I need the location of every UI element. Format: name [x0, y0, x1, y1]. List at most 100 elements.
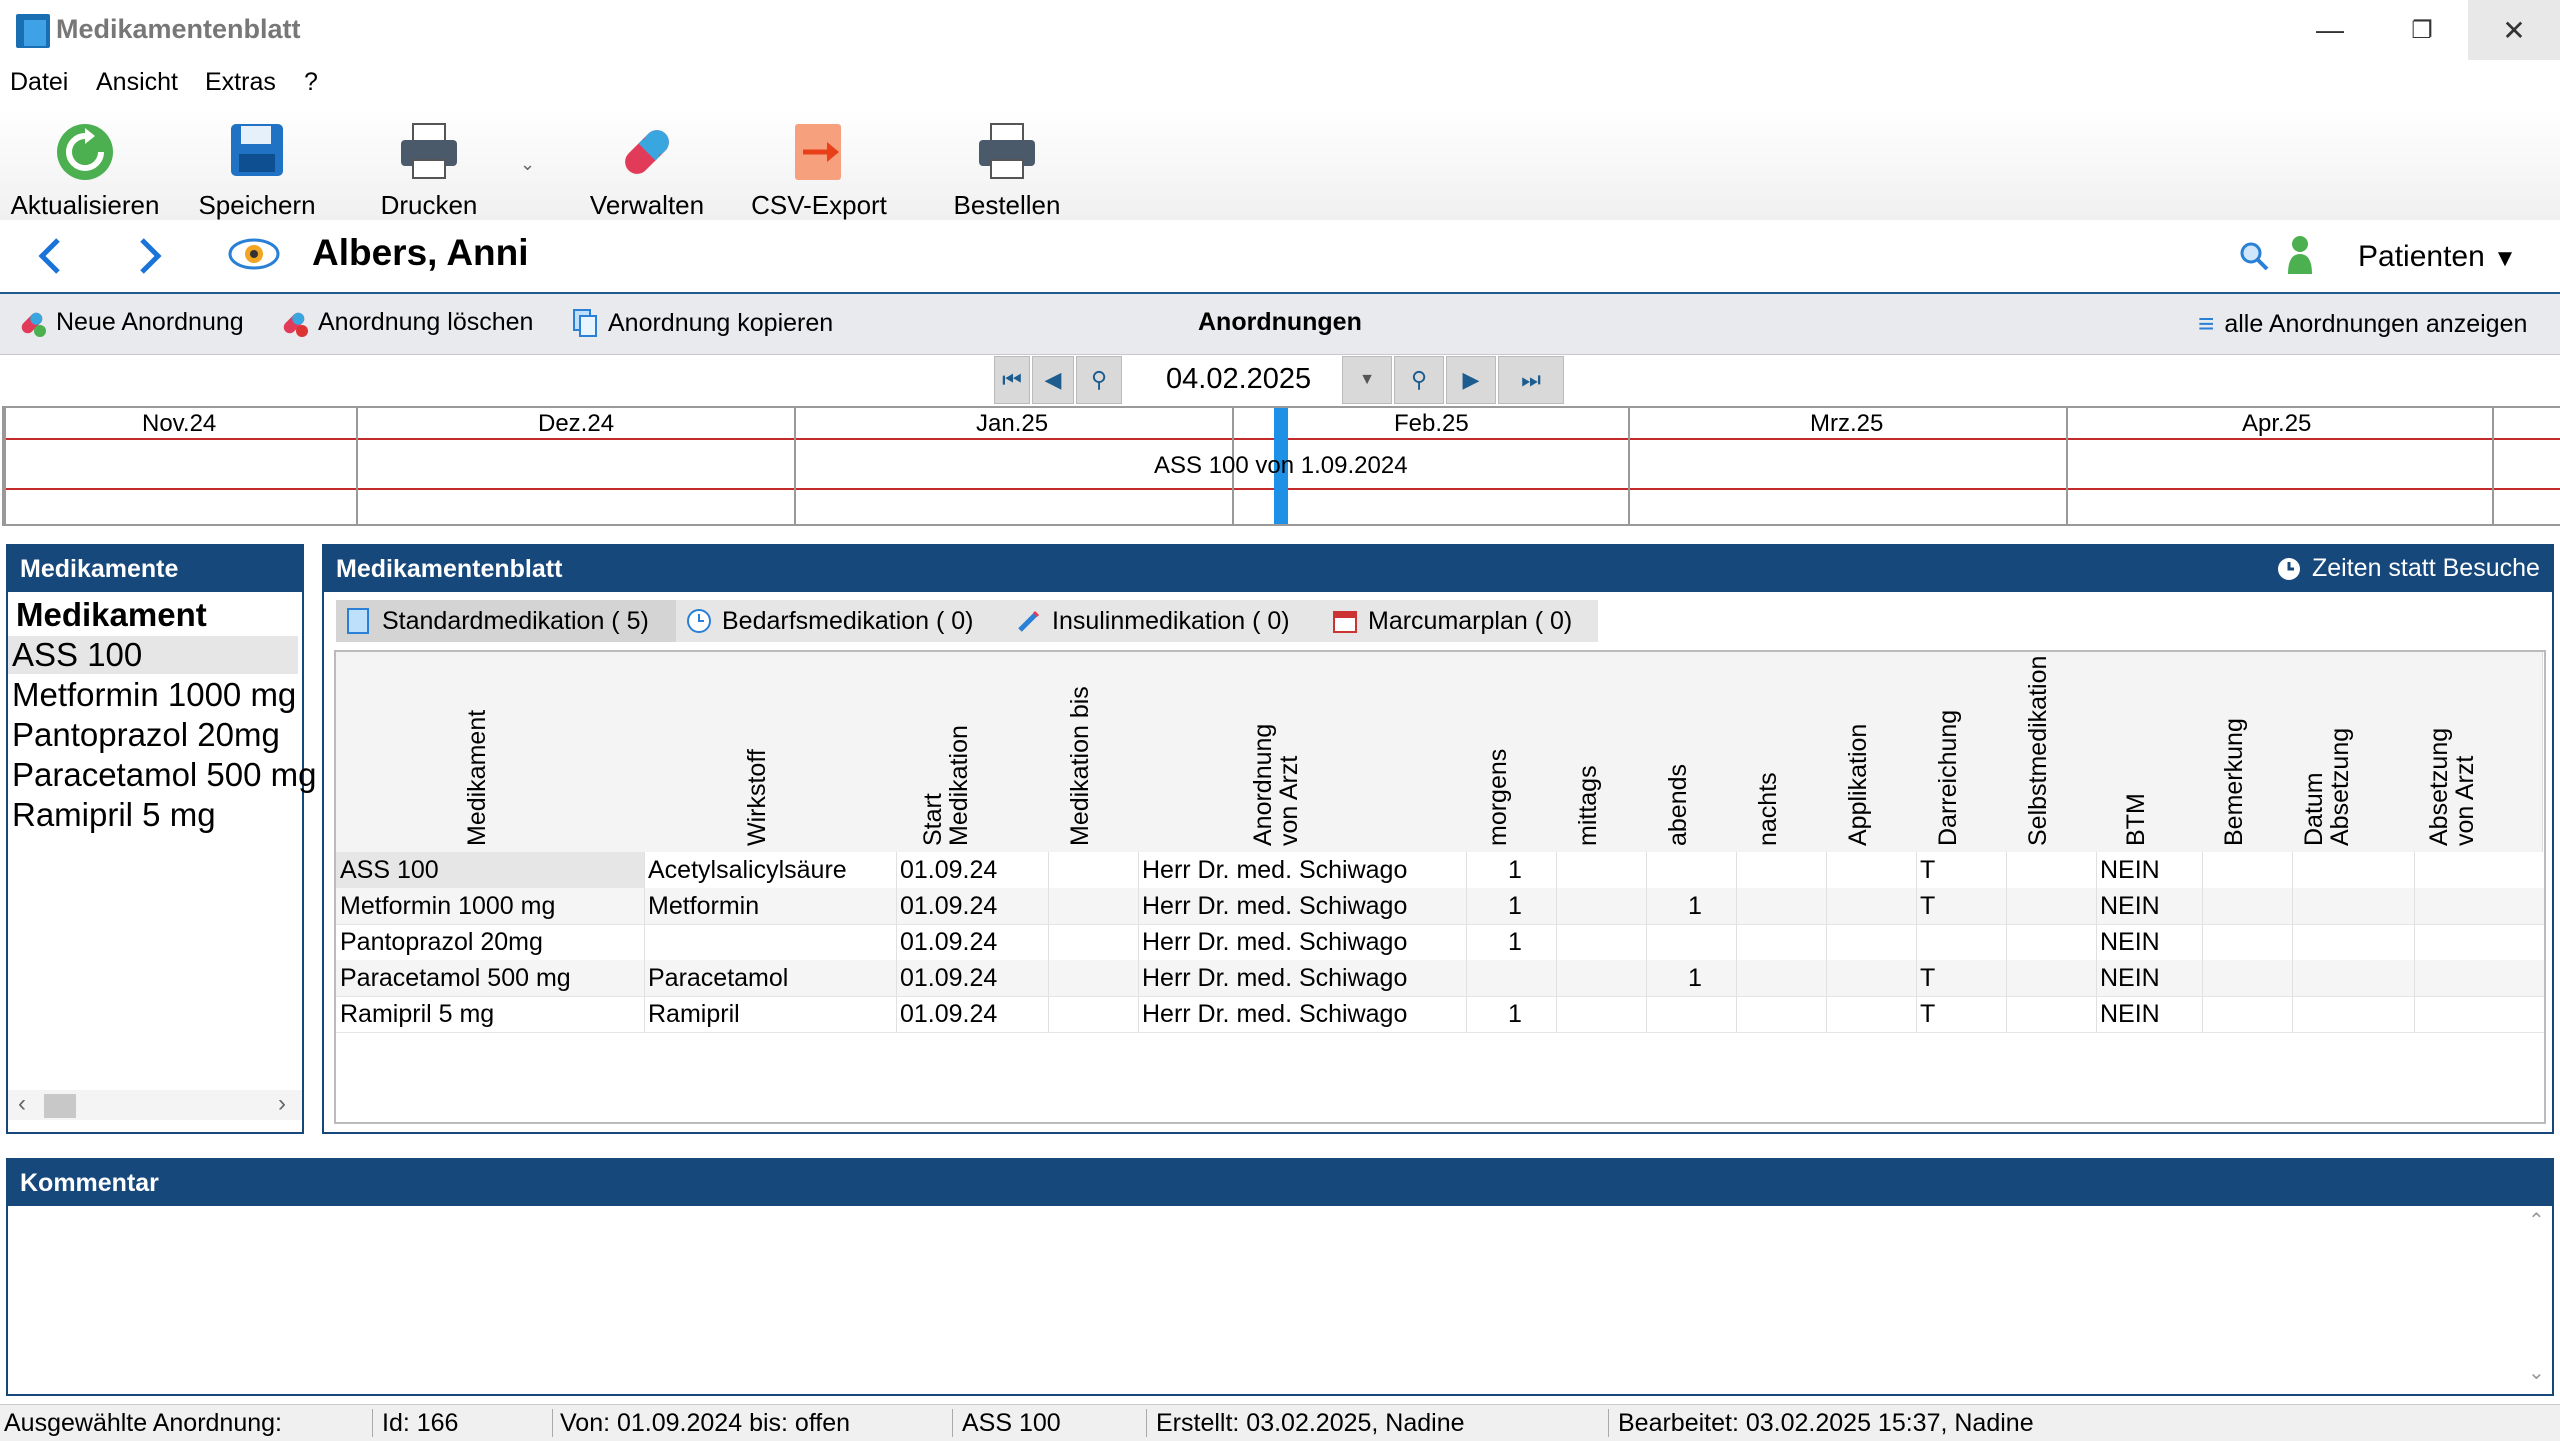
scroll-left-icon[interactable]: ‹	[18, 1090, 26, 1117]
timeline-entry[interactable]: ASS 100 von 1.09.2024	[1154, 452, 1408, 479]
column-header[interactable]: nachts	[1736, 652, 1827, 852]
comment-textarea[interactable]	[12, 1208, 2512, 1388]
zoom-out-icon[interactable]: ⚲	[1076, 356, 1122, 404]
list-item[interactable]: Metformin 1000 mg	[12, 676, 297, 713]
status-range: Von: 01.09.2024 bis: offen	[560, 1409, 851, 1437]
list-item[interactable]: Pantoprazol 20mg	[12, 716, 280, 753]
table-row[interactable]: Ramipril 5 mg Ramipril 01.09.24 Herr Dr.…	[336, 996, 2544, 1033]
table-row[interactable]: Metformin 1000 mg Metformin 01.09.24 Her…	[336, 888, 2544, 925]
scroll-down-icon[interactable]: ⌄	[2528, 1362, 2545, 1384]
clock-icon	[687, 609, 711, 633]
first-date-icon[interactable]: ⏮	[994, 356, 1030, 404]
calendar-icon	[1333, 611, 1357, 633]
zoom-in-icon[interactable]: ⚲	[1394, 356, 1444, 404]
patient-nav-row: Albers, Anni Patienten ▼	[0, 222, 2560, 288]
timeline-month: Mrz.25	[1628, 408, 2068, 524]
grid-line	[1048, 852, 1049, 1032]
menu-extras[interactable]: Extras	[205, 68, 276, 96]
column-header[interactable]: Selbstmedikation	[2006, 652, 2097, 852]
eye-icon[interactable]	[228, 236, 280, 272]
pill-add-icon	[21, 312, 46, 337]
column-header[interactable]: Medikation bis	[1048, 652, 1139, 852]
tab-on-demand[interactable]: Bedarfsmedikation ( 0)	[676, 600, 1006, 642]
scroll-right-icon[interactable]: ›	[278, 1090, 286, 1117]
medication-grid[interactable]: Medikament Wirkstoff Start Medikation Me…	[334, 650, 2546, 1124]
table-row[interactable]: Pantoprazol 20mg 01.09.24 Herr Dr. med. …	[336, 924, 2544, 961]
column-header[interactable]: Absetzung von Arzt	[2414, 652, 2543, 852]
list-item[interactable]: ASS 100	[8, 636, 298, 674]
column-header[interactable]: Medikament	[336, 652, 645, 852]
app-icon	[16, 14, 50, 48]
medication-sheet-panel: Medikamentenblatt Zeiten statt Besuche S…	[322, 544, 2554, 1134]
timeline-month: Apr.25	[2066, 408, 2496, 524]
scroll-up-icon[interactable]: ⌃	[2528, 1210, 2545, 1232]
column-header[interactable]: abends	[1646, 652, 1737, 852]
print-button[interactable]: Drucken	[344, 118, 514, 223]
copy-icon	[573, 309, 597, 337]
minimize-icon[interactable]: —	[2316, 14, 2344, 45]
patients-dropdown[interactable]: Patienten ▼	[2358, 240, 2517, 273]
table-row[interactable]: ASS 100 Acetylsalicylsäure 01.09.24 Herr…	[336, 852, 2544, 889]
timeline[interactable]: Nov.24 Dez.24 Jan.25 Feb.25 Mrz.25 Apr.2…	[2, 406, 2560, 526]
patient-name: Albers, Anni	[312, 232, 529, 273]
orders-bar: Neue Anordnung Anordnung löschen Anordnu…	[0, 292, 2560, 355]
csv-export-button[interactable]: CSV-Export	[734, 118, 904, 223]
column-header[interactable]: Bemerkung	[2202, 652, 2293, 852]
column-header[interactable]: Darreichung	[1916, 652, 2007, 852]
column-header[interactable]: BTM	[2096, 652, 2203, 852]
document-icon	[347, 608, 369, 634]
timeline-month	[2492, 408, 2560, 524]
timeline-month: Nov.24	[4, 408, 358, 524]
times-toggle[interactable]: Zeiten statt Besuche	[2276, 554, 2540, 583]
menu-ansicht[interactable]: Ansicht	[96, 68, 178, 96]
print-dropdown-icon[interactable]: ⌄	[520, 154, 536, 174]
forward-arrow-icon[interactable]	[134, 236, 166, 276]
back-arrow-icon[interactable]	[34, 236, 66, 276]
manage-button[interactable]: Verwalten	[562, 118, 732, 223]
search-icon[interactable]	[2238, 240, 2270, 272]
grid-line	[2414, 852, 2415, 1032]
last-date-icon[interactable]: ⏭	[1498, 356, 1564, 404]
syringe-icon	[1018, 610, 1040, 632]
date-field[interactable]: 04.02.2025	[1166, 362, 1312, 395]
grid-line	[896, 852, 897, 1032]
grid-line	[2202, 852, 2203, 1032]
menu-datei[interactable]: Datei	[10, 68, 69, 96]
scrollbar-thumb[interactable]	[44, 1094, 76, 1118]
grid-line	[1556, 852, 1557, 1032]
close-icon[interactable]: ✕	[2468, 0, 2560, 60]
column-header[interactable]: mittags	[1556, 652, 1647, 852]
copy-order-button[interactable]: Anordnung kopieren	[572, 308, 833, 338]
table-row[interactable]: Paracetamol 500 mg Paracetamol 01.09.24 …	[336, 960, 2544, 997]
column-header[interactable]: Applikation	[1826, 652, 1917, 852]
column-header[interactable]: morgens	[1466, 652, 1557, 852]
list-icon: ≡	[2198, 308, 2215, 339]
horizontal-scrollbar[interactable]: ‹ ›	[8, 1090, 302, 1120]
menu-help[interactable]: ?	[304, 68, 318, 96]
show-all-orders-button[interactable]: ≡ alle Anordnungen anzeigen	[2198, 308, 2528, 339]
column-header[interactable]: Wirkstoff	[644, 652, 897, 852]
column-header[interactable]: Anordnung von Arzt	[1138, 652, 1467, 852]
delete-order-button[interactable]: Anordnung löschen	[280, 308, 533, 337]
list-item[interactable]: Ramipril 5 mg	[12, 796, 216, 833]
column-header[interactable]: Start Medikation	[896, 652, 1049, 852]
medications-list-header: Medikament	[16, 596, 207, 633]
tab-insulin[interactable]: Insulinmedikation ( 0)	[1006, 600, 1322, 642]
refresh-icon	[57, 124, 113, 180]
tab-marcumar[interactable]: Marcumarplan ( 0)	[1322, 600, 1598, 642]
new-order-button[interactable]: Neue Anordnung	[18, 308, 244, 337]
window-title: Medikamentenblatt	[56, 14, 301, 44]
chevron-down-icon: ▼	[2493, 245, 2517, 272]
pill-icon	[625, 130, 669, 174]
tab-standard[interactable]: Standardmedikation ( 5)	[336, 600, 676, 642]
selected-cell	[336, 852, 644, 888]
save-button[interactable]: Speichern	[172, 118, 342, 223]
refresh-button[interactable]: Aktualisieren	[0, 118, 170, 223]
prev-date-icon[interactable]: ◀	[1032, 356, 1074, 404]
date-dropdown-icon[interactable]: ▼	[1342, 356, 1392, 404]
next-date-icon[interactable]: ▶	[1446, 356, 1496, 404]
column-header[interactable]: Datum Absetzung	[2292, 652, 2415, 852]
order-button[interactable]: Bestellen	[922, 118, 1092, 223]
list-item[interactable]: Paracetamol 500 mg	[12, 756, 317, 793]
restore-icon[interactable]: ❐	[2411, 16, 2433, 44]
